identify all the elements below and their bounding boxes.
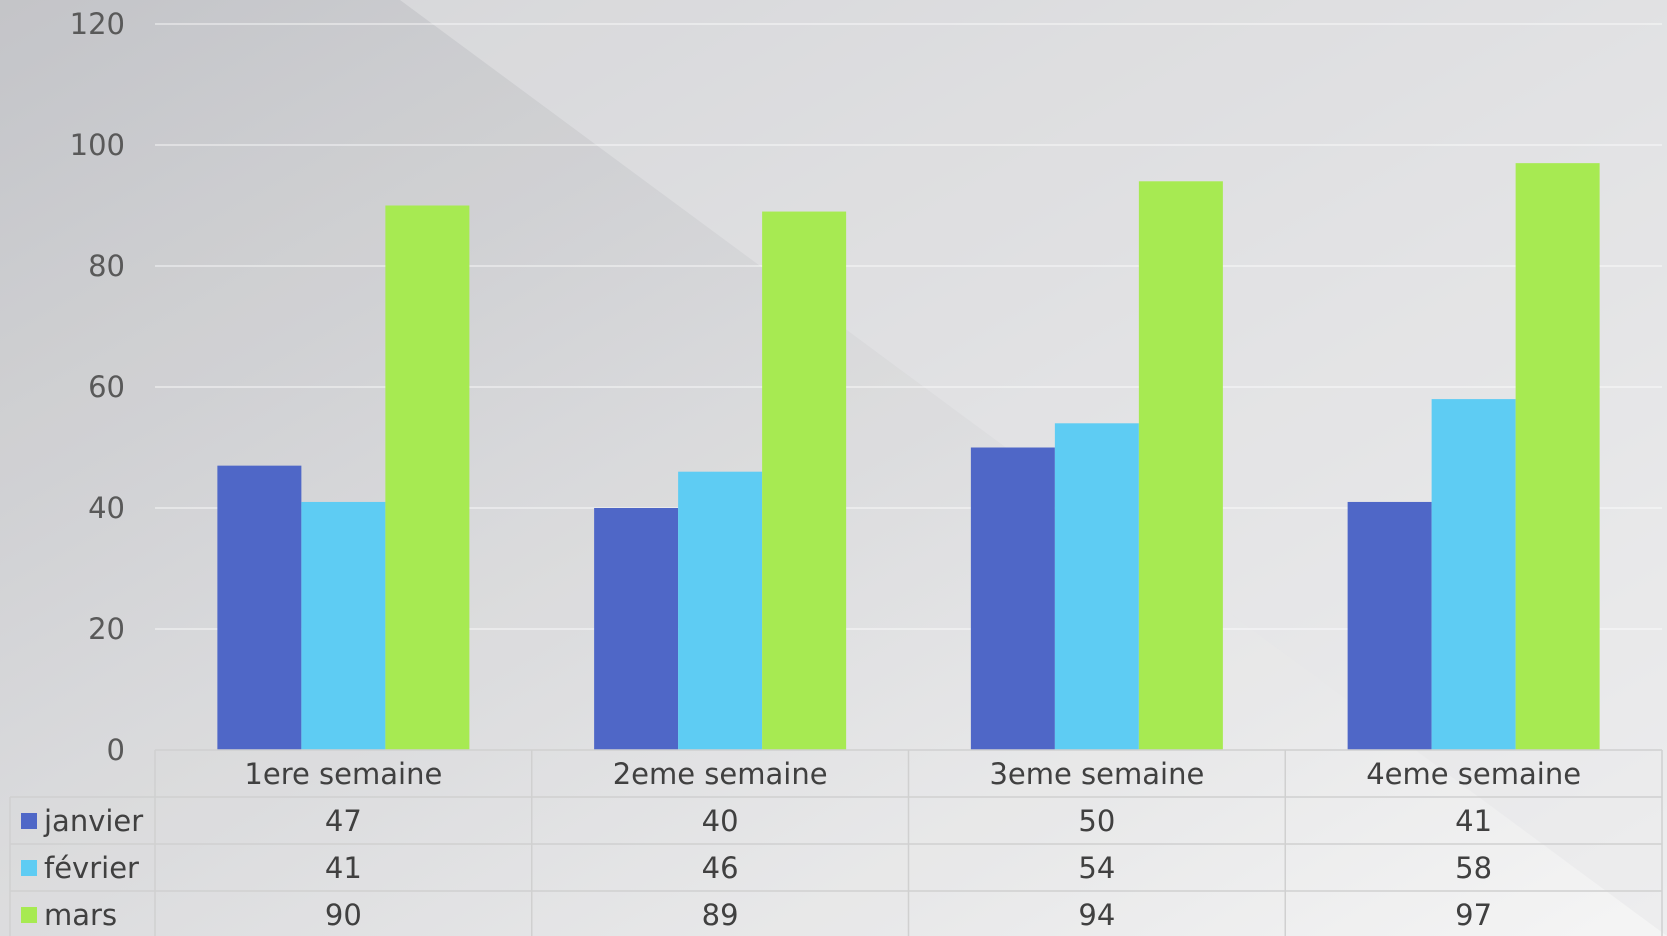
category-label: 1ere semaine xyxy=(244,757,442,791)
legend-swatch-janvier xyxy=(21,813,37,829)
bar-février-1 xyxy=(301,501,386,750)
y-tick-label: 80 xyxy=(88,249,125,283)
data-table: 1ere semaine 2eme semaine 3eme semaine 4eme… xyxy=(9,749,1663,936)
bar-mars-1 xyxy=(385,205,470,750)
y-tick-label: 40 xyxy=(88,491,125,525)
table-cell-value: 97 xyxy=(1455,898,1492,932)
bar-janvier-3 xyxy=(970,447,1055,750)
table-cell-value: 54 xyxy=(1078,851,1115,885)
table-cell-value: 41 xyxy=(1455,804,1492,838)
bar-février-2 xyxy=(678,471,763,750)
y-tick-label: 20 xyxy=(88,612,125,646)
y-tick-label: 0 xyxy=(107,733,125,767)
category-label: 2eme semaine xyxy=(613,757,828,791)
legend-swatch-février xyxy=(21,860,37,876)
category-label: 4eme semaine xyxy=(1366,757,1581,791)
series-name: mars xyxy=(44,898,117,932)
bar-février-4 xyxy=(1431,399,1516,750)
table-cell-value: 94 xyxy=(1078,898,1115,932)
table-cell-value: 47 xyxy=(325,804,362,838)
y-tick-label: 120 xyxy=(70,7,125,41)
series-name: janvier xyxy=(43,804,143,838)
table-cell-value: 40 xyxy=(702,804,739,838)
table-cell-value: 89 xyxy=(702,898,739,932)
bars xyxy=(217,163,1600,751)
bar-janvier-2 xyxy=(594,508,679,750)
table-cell-value: 50 xyxy=(1078,804,1115,838)
bar-mars-2 xyxy=(762,211,847,751)
category-label: 3eme semaine xyxy=(989,757,1204,791)
y-axis: 0 20 40 60 80 100 120 xyxy=(70,7,125,767)
series-name: février xyxy=(44,851,139,885)
table-cell-value: 90 xyxy=(325,898,362,932)
bar-janvier-1 xyxy=(217,465,302,750)
y-tick-label: 100 xyxy=(70,128,125,162)
table-cell-value: 46 xyxy=(702,851,739,885)
bar-janvier-4 xyxy=(1347,501,1432,750)
y-tick-label: 60 xyxy=(88,370,125,404)
bar-mars-3 xyxy=(1138,181,1223,751)
bar-mars-4 xyxy=(1515,163,1600,750)
table-cell-value: 41 xyxy=(325,851,362,885)
legend-swatch-mars xyxy=(21,907,37,923)
table-cell-value: 58 xyxy=(1455,851,1492,885)
bar-février-3 xyxy=(1054,423,1139,750)
